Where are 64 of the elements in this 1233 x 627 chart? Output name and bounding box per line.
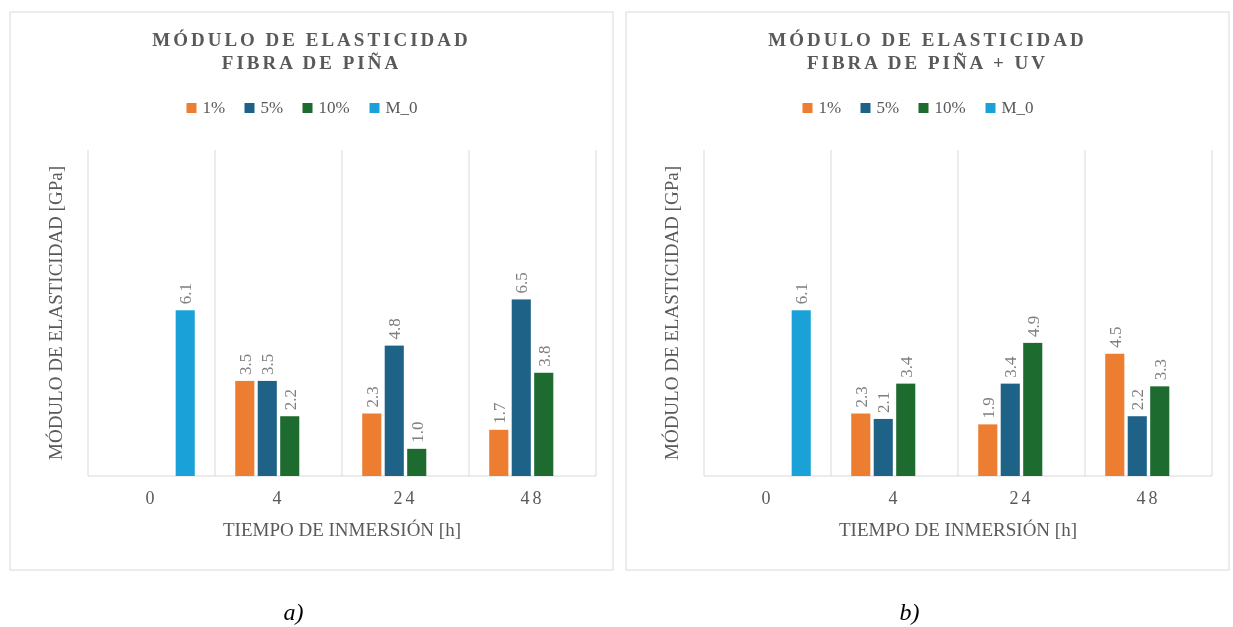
bar	[534, 372, 554, 476]
data-label: 6.5	[512, 272, 532, 294]
bar	[1023, 342, 1043, 476]
bar	[873, 418, 893, 476]
data-label: 2.1	[874, 391, 894, 413]
legend-label: 5%	[260, 98, 284, 117]
legend-label: 1%	[818, 98, 842, 117]
data-label: 3.5	[258, 353, 278, 375]
data-label: 2.2	[280, 388, 300, 411]
x-tick-label: 24	[1009, 488, 1034, 508]
bar	[175, 310, 195, 476]
data-label: 4.5	[1105, 326, 1125, 348]
data-label: 4.9	[1023, 315, 1043, 337]
bar	[851, 413, 871, 476]
data-label: 1.0	[407, 421, 427, 443]
x-tick-label: 0	[761, 488, 774, 508]
bar	[978, 424, 998, 476]
y-axis-title: MÓDULO DE ELASTICIDAD [GPa]	[661, 166, 682, 460]
bar	[407, 448, 427, 476]
bar	[384, 345, 404, 476]
bar	[1000, 383, 1020, 476]
data-label: 4.8	[385, 318, 405, 340]
data-label: 2.3	[851, 386, 871, 408]
data-label: 3.4	[1001, 355, 1021, 378]
x-tick-label: 48	[1136, 488, 1161, 508]
text: a)	[283, 599, 304, 625]
data-label: 3.3	[1150, 359, 1170, 381]
bar	[896, 383, 916, 476]
bar	[235, 380, 255, 476]
legend-label: M_0	[385, 98, 418, 117]
bar	[257, 380, 277, 476]
y-axis-title: MÓDULO DE ELASTICIDAD [GPa]	[45, 166, 66, 460]
x-tick-label: 0	[145, 488, 158, 508]
data-label: 3.4	[896, 355, 916, 378]
bar	[362, 413, 382, 476]
bar	[489, 429, 509, 476]
legend-label: 1%	[202, 98, 226, 117]
x-tick-label: 4	[272, 488, 285, 508]
chart-title: MÓDULO DE ELASTICIDAD FIBRA DE PIÑA	[152, 29, 471, 73]
legend-label: 10%	[934, 98, 966, 117]
bar	[511, 299, 531, 476]
x-tick-label: 48	[520, 488, 545, 508]
x-axis-title: TIEMPO DE INMERSIÓN [h]	[222, 519, 462, 540]
data-label: 2.3	[362, 386, 382, 408]
text: b)	[899, 599, 920, 625]
legend-label: 10%	[318, 98, 350, 117]
data-label: 2.2	[1128, 388, 1148, 411]
x-axis-title: TIEMPO DE INMERSIÓN [h]	[838, 519, 1078, 540]
data-label: 6.1	[176, 283, 196, 305]
data-label: 3.8	[534, 345, 554, 367]
data-label: 1.9	[978, 397, 998, 419]
legend-label: 5%	[876, 98, 900, 117]
bar	[791, 310, 811, 476]
bar	[1105, 353, 1125, 476]
x-tick-label: 4	[888, 488, 901, 508]
bar	[280, 416, 300, 476]
legend-label: M_0	[1001, 98, 1034, 117]
data-label: 3.5	[235, 353, 255, 375]
x-tick-label: 24	[393, 488, 418, 508]
bar	[1127, 416, 1147, 476]
data-label: 1.7	[489, 402, 509, 424]
data-label: 6.1	[792, 283, 812, 305]
bar	[1150, 386, 1170, 476]
chart-title: MÓDULO DE ELASTICIDAD FIBRA DE PIÑA + UV	[768, 29, 1087, 73]
